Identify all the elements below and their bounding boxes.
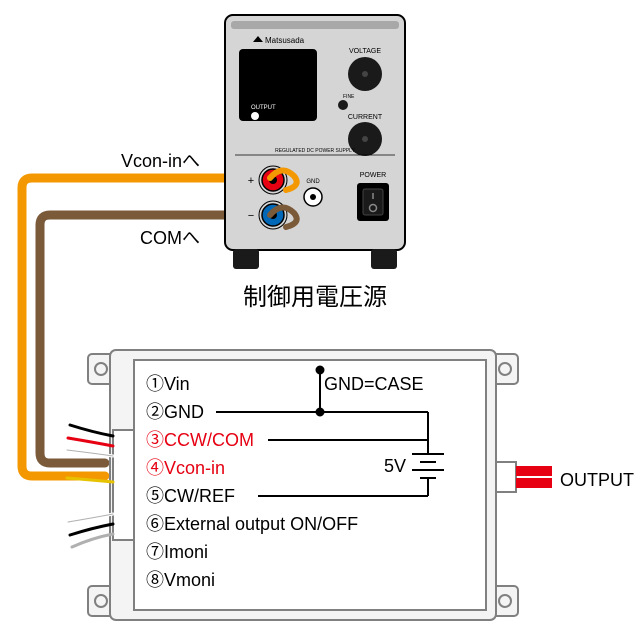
psu-current-label: CURRENT	[348, 114, 383, 121]
pin-5: ⑤CW/REF	[146, 486, 235, 506]
svg-text:−: −	[248, 210, 254, 222]
psu-fine-label: FINE	[343, 94, 355, 100]
output-label: OUTPUT	[560, 470, 634, 490]
pin-4: ④Vcon-in	[146, 458, 225, 478]
power-supply: Matsusada OUTPUT VOLTAGE FINE CURRENT RE…	[225, 15, 405, 269]
label-com: COMへ	[140, 228, 200, 248]
pin-2: ②GND	[146, 402, 204, 422]
output-led	[251, 112, 259, 120]
pin-3: ③CCW/COM	[146, 430, 254, 450]
psu-voltage-label: VOLTAGE	[349, 48, 381, 55]
gnd-case: GND=CASE	[324, 374, 424, 394]
psu-output-label: OUTPUT	[251, 105, 276, 111]
pin-7: ⑦Imoni	[146, 542, 208, 562]
fine-knob[interactable]	[338, 100, 348, 110]
svg-text:GND: GND	[306, 179, 320, 185]
output-jack	[496, 462, 552, 492]
svg-text:+: +	[248, 175, 254, 187]
label-vcon-in: Vcon-inへ	[121, 151, 200, 171]
psu-regulated: REGULATED DC POWER SUPPLY	[275, 148, 355, 154]
five-v: 5V	[384, 456, 406, 476]
terminal-gnd[interactable]: GND	[304, 179, 322, 206]
wire-bundle	[67, 425, 113, 547]
pin-6: ⑥External output ON/OFF	[146, 514, 358, 534]
psu-power-label: POWER	[360, 172, 386, 179]
pin-8: ⑧Vmoni	[146, 570, 215, 590]
caption: 制御用電圧源	[243, 284, 387, 311]
psu-brand: Matsusada	[265, 36, 305, 45]
module: ①Vin ②GND ③CCW/COM ④Vcon-in ⑤CW/REF ⑥Ext…	[67, 350, 552, 620]
pin-1: ①Vin	[146, 374, 190, 394]
